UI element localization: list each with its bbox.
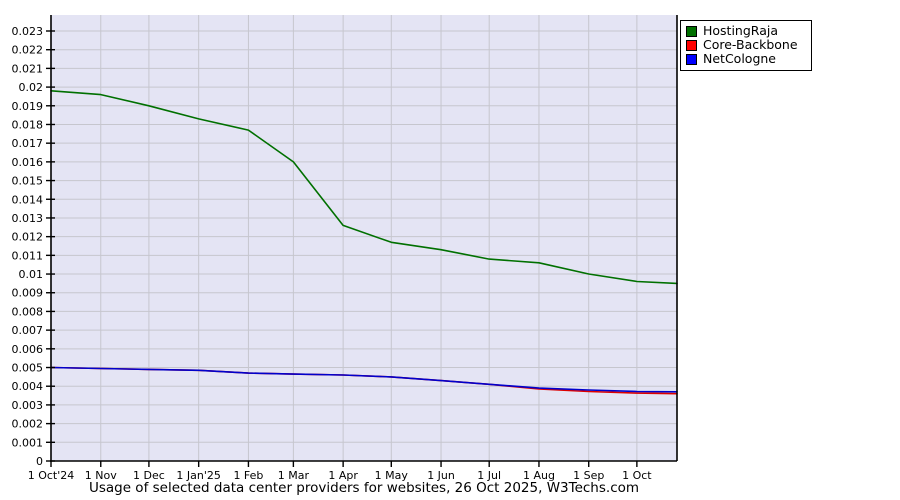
svg-text:1 Mar: 1 Mar (278, 469, 310, 482)
svg-text:0.02: 0.02 (19, 81, 44, 94)
svg-text:0.004: 0.004 (12, 380, 44, 393)
svg-text:0.01: 0.01 (19, 268, 44, 281)
legend-label-netcologne: NetCologne (703, 51, 776, 66)
svg-text:0.001: 0.001 (12, 436, 44, 449)
svg-text:0.013: 0.013 (12, 212, 44, 225)
svg-text:0.008: 0.008 (12, 305, 44, 318)
svg-text:1 Jul: 1 Jul (477, 469, 501, 482)
svg-text:1 Sep: 1 Sep (573, 469, 604, 482)
svg-text:1 Apr: 1 Apr (328, 469, 358, 482)
svg-text:1 Jan'25: 1 Jan'25 (176, 469, 220, 482)
svg-text:0.012: 0.012 (12, 231, 44, 244)
svg-text:1 May: 1 May (375, 469, 409, 482)
svg-text:0.022: 0.022 (12, 44, 44, 57)
svg-text:1 Feb: 1 Feb (233, 469, 263, 482)
netcologne-color-swatch (686, 53, 697, 65)
svg-text:0.019: 0.019 (12, 100, 44, 113)
core-backbone-color-swatch (686, 39, 697, 51)
svg-text:0.017: 0.017 (12, 137, 44, 150)
svg-text:1 Jun: 1 Jun (427, 469, 455, 482)
svg-text:0.023: 0.023 (12, 25, 44, 38)
svg-text:0.016: 0.016 (12, 156, 44, 169)
svg-text:0.006: 0.006 (12, 343, 44, 356)
svg-text:1 Dec: 1 Dec (133, 469, 165, 482)
svg-text:0.009: 0.009 (12, 287, 44, 300)
legend-item-core-backbone: Core-Backbone (686, 38, 806, 52)
chart-title: Usage of selected data center providers … (88, 480, 640, 496)
svg-text:0: 0 (36, 455, 43, 468)
svg-text:0.018: 0.018 (12, 118, 44, 131)
svg-text:0.011: 0.011 (12, 249, 44, 262)
hostingraja-color-swatch (686, 25, 697, 37)
svg-text:0.014: 0.014 (12, 193, 44, 206)
svg-text:0.021: 0.021 (12, 62, 44, 75)
legend-item-hostingraja: HostingRaja (686, 24, 806, 38)
svg-text:0.005: 0.005 (12, 362, 44, 375)
svg-text:0.007: 0.007 (12, 324, 44, 337)
legend-item-netcologne: NetCologne (686, 52, 806, 66)
svg-text:1 Oct: 1 Oct (622, 469, 652, 482)
svg-text:0.002: 0.002 (12, 418, 44, 431)
svg-text:0.003: 0.003 (12, 399, 44, 412)
svg-text:1 Aug: 1 Aug (523, 469, 555, 482)
legend-label-core-backbone: Core-Backbone (703, 37, 798, 52)
svg-text:0.015: 0.015 (12, 175, 44, 188)
svg-text:1 Nov: 1 Nov (85, 469, 117, 482)
chart-legend: HostingRaja Core-Backbone NetCologne (680, 20, 812, 71)
legend-label-hostingraja: HostingRaja (703, 23, 778, 38)
svg-text:1 Oct'24: 1 Oct'24 (28, 469, 75, 482)
